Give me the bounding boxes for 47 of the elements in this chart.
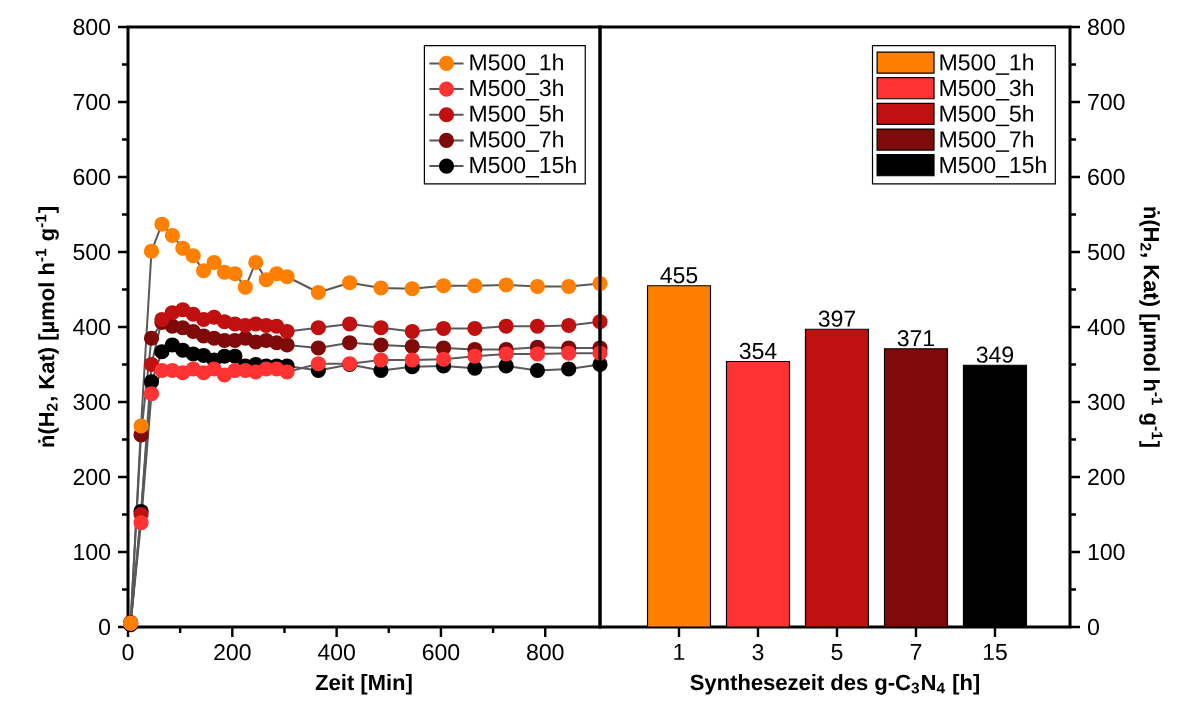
- y-tick-label: 0: [99, 618, 111, 636]
- legend-label: M500_15h: [940, 156, 1046, 178]
- y-tick-label: 300: [1087, 393, 1125, 411]
- y-tick-label: 500: [73, 243, 111, 261]
- legend-label: M500_1h: [470, 53, 563, 75]
- legend-label: M500_15h: [470, 156, 576, 178]
- y-tick-label: 300: [73, 393, 111, 411]
- x-tick-label: 15: [983, 644, 1007, 661]
- data-label: 349: [976, 346, 1014, 363]
- y-tick-label: 0: [1087, 618, 1099, 636]
- data-label: 371: [897, 330, 935, 347]
- x-tick-label: 400: [317, 644, 355, 661]
- y-tick-label: 100: [1088, 543, 1125, 561]
- x-axis-title: Synthesezeit des g-C$_{3}$N$_{4}$ [h]: [690, 674, 980, 695]
- x-tick-label: 800: [527, 644, 564, 661]
- legend-label: M500_3h: [940, 79, 1033, 101]
- y-tick-label: 400: [1087, 318, 1125, 336]
- x-tick-label: 3: [752, 644, 764, 661]
- y-tick-label: 600: [1088, 168, 1125, 186]
- legend-label: M500_3h: [470, 79, 563, 101]
- y-tick-label: 600: [73, 168, 111, 186]
- x-axis-title: Zeit [Min]: [315, 674, 412, 695]
- x-tick-label: 0: [122, 644, 134, 661]
- legend-label: M500_5h: [470, 104, 563, 127]
- y-axis-title: ṅ(H$_{2}$, Kat) [µmol h$^{-1}$ g$^{-1}$]: [1139, 207, 1163, 447]
- data-label: 354: [739, 342, 777, 360]
- y-tick-label: 700: [1088, 93, 1125, 111]
- y-tick-label: 800: [73, 18, 111, 36]
- x-tick-label: 1: [674, 644, 685, 660]
- data-label: 397: [818, 310, 855, 327]
- legend-label: M500_1h: [940, 53, 1033, 75]
- y-tick-label: 500: [1087, 243, 1125, 261]
- y-tick-label: 200: [1088, 468, 1125, 486]
- x-tick-label: 200: [214, 644, 251, 661]
- x-tick-label: 5: [831, 644, 843, 661]
- y-tick-label: 700: [73, 93, 111, 111]
- y-tick-label: 400: [73, 318, 111, 336]
- legend-label: M500_7h: [470, 130, 563, 152]
- x-tick-label: 7: [910, 644, 922, 660]
- y-tick-label: 200: [73, 468, 111, 486]
- x-tick-label: 600: [422, 644, 460, 661]
- data-label: 455: [660, 267, 698, 284]
- y-tick-label: 800: [1088, 18, 1125, 36]
- y-axis-title: ṅ(H$_{2}$, Kat) [µmol h$^{-1}$ g$^{-1}$]: [35, 207, 59, 447]
- legend-label: M500_5h: [940, 104, 1033, 127]
- y-tick-label: 100: [74, 543, 111, 561]
- legend-label: M500_7h: [940, 130, 1033, 152]
